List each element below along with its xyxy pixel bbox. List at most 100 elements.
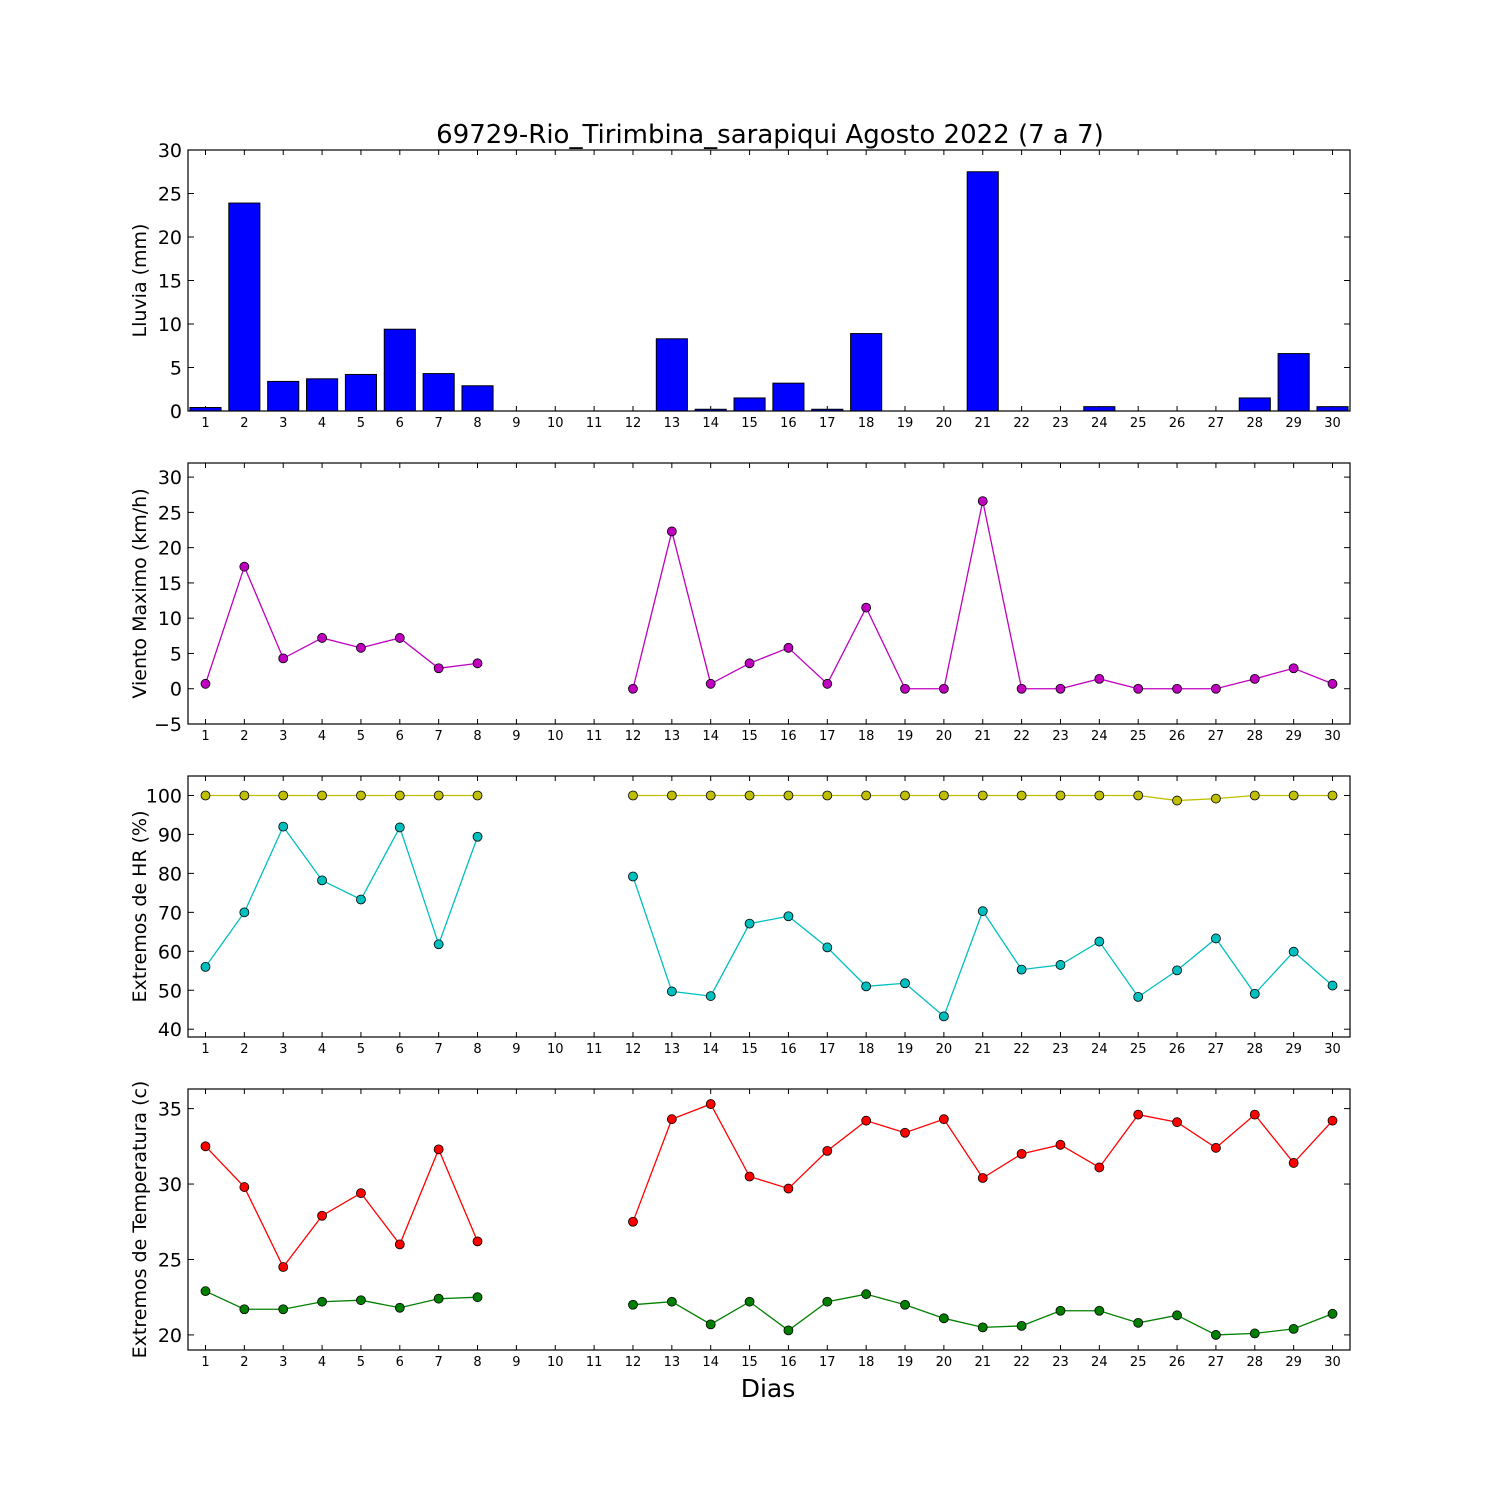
data-point [938,1114,949,1125]
series-line-temperature-0 [205,1145,479,1269]
data-point [1172,965,1182,976]
x-tick-label: 22 [1013,416,1030,431]
bar [966,171,999,412]
x-tick-label: 30 [1324,416,1341,431]
data-point [1172,1310,1182,1321]
data-point [744,790,755,801]
x-tick-label: 19 [897,416,914,431]
data-point [861,981,872,992]
y-tick-label: 15 [158,271,182,293]
data-point [1055,1305,1066,1316]
data-point [317,1296,327,1307]
x-tick-label: 23 [1052,1042,1069,1057]
x-tick-label: 3 [279,1042,287,1057]
x-tick-label: 16 [780,1042,797,1057]
data-point [1249,988,1260,999]
x-tick-label: 1 [201,1042,209,1057]
data-point [705,991,716,1001]
data-point [1288,663,1299,674]
x-tick-label: 8 [473,729,481,744]
x-tick-label: 7 [435,416,443,431]
x-tick-label: 5 [357,729,365,744]
plot-frame-wind [187,462,1351,725]
x-tick-label: 21 [974,1042,991,1057]
data-point [200,678,211,689]
x-tick-label: 2 [240,729,248,744]
chart-title: 69729-Rio_Tirimbina_sarapiqui Agosto 202… [436,120,1104,150]
x-tick-label: 19 [897,1355,914,1370]
x-tick-label: 15 [741,416,758,431]
data-point [900,790,910,801]
x-tick-label: 13 [664,729,681,744]
y-tick-label: 40 [158,1019,182,1041]
x-tick-label: 13 [664,1042,681,1057]
bar [850,333,883,412]
y-tick-label: 20 [158,227,182,249]
x-tick-label: 11 [586,1042,603,1057]
x-tick-label: 17 [819,416,836,431]
data-point [783,1183,794,1194]
y-tick-label: 100 [146,785,182,807]
data-point [472,1236,483,1247]
y-tick-label: 25 [158,502,182,524]
x-tick-label: 9 [512,1042,520,1057]
data-point [472,790,483,801]
bar [228,202,261,412]
y-tick-label: 50 [158,980,182,1002]
series-line-humidity-1 [204,825,479,968]
data-point [278,653,289,664]
x-tick-label: 16 [780,729,797,744]
x-tick-label: 6 [396,729,404,744]
x-tick-label: 27 [1208,416,1225,431]
data-point [433,1144,444,1155]
x-tick-label: 18 [858,1042,875,1057]
data-point [783,642,794,653]
data-point [861,1115,872,1126]
data-point [1016,964,1027,975]
bar [1316,406,1349,412]
x-tick-label: 11 [586,1355,603,1370]
data-point [744,658,755,669]
data-point [1249,790,1260,801]
data-point [938,790,949,801]
x-tick-label: 10 [547,1355,564,1370]
data-point [278,1304,289,1315]
data-point [317,875,327,886]
data-point [900,1127,910,1138]
x-tick-label: 18 [858,416,875,431]
x-tick-label: 23 [1052,416,1069,431]
data-point [1288,1323,1299,1334]
x-tick-label: 1 [201,416,209,431]
x-tick-label: 20 [936,1042,953,1057]
x-tick-label: 26 [1169,416,1186,431]
x-tick-label: 14 [702,416,719,431]
data-point [977,906,988,917]
data-point [239,1182,250,1192]
y-tick-label: 20 [158,538,182,560]
x-tick-label: 24 [1091,416,1108,431]
data-point [1172,1117,1182,1128]
data-point [1327,1308,1338,1319]
x-tick-label: 22 [1013,1042,1030,1057]
y-tick-label: −5 [154,714,182,736]
data-point [744,1171,755,1182]
x-tick-label: 25 [1130,416,1147,431]
x-tick-label: 19 [897,729,914,744]
x-tick-label: 9 [512,1355,520,1370]
x-tick-label: 27 [1208,1042,1225,1057]
data-point [977,1173,988,1183]
x-tick-label: 15 [741,1042,758,1057]
bar [1083,406,1116,412]
data-point [938,1011,949,1022]
x-tick-label: 29 [1285,416,1302,431]
x-tick-label: 28 [1247,729,1264,744]
x-tick-label: 18 [858,1355,875,1370]
data-point [1249,673,1260,684]
x-tick-label: 4 [318,1042,326,1057]
series-line-temperature-1 [205,1290,478,1310]
data-point [628,1216,638,1227]
data-point [472,658,483,669]
x-tick-label: 5 [357,416,365,431]
x-tick-label: 17 [819,1042,836,1057]
